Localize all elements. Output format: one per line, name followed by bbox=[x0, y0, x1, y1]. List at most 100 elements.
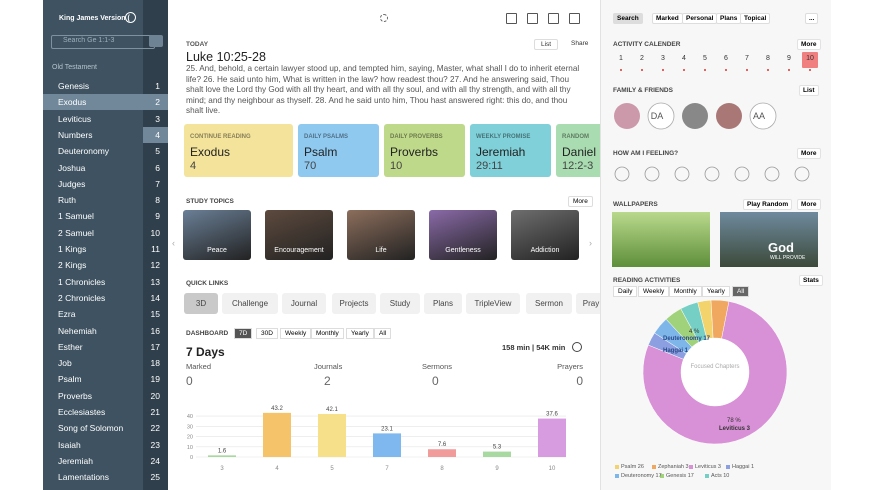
dashboard-tab[interactable]: Weekly bbox=[280, 328, 312, 339]
section-button[interactable]: More bbox=[797, 148, 821, 159]
toolbar-icon[interactable] bbox=[569, 13, 580, 24]
calendar-day[interactable]: 7 bbox=[745, 55, 749, 62]
book-name[interactable]: Ruth bbox=[58, 195, 76, 206]
calendar-day[interactable]: 1 bbox=[619, 55, 623, 62]
panel-tab[interactable]: Plans bbox=[716, 13, 742, 24]
quick-link[interactable]: Pray bbox=[576, 293, 600, 314]
chapter-number[interactable]: 22 bbox=[150, 423, 160, 434]
book-name[interactable]: Numbers bbox=[58, 129, 93, 140]
chapter-number[interactable]: 15 bbox=[150, 309, 160, 320]
book-name[interactable]: 2 Kings bbox=[58, 260, 87, 271]
chapter-number[interactable]: 2 bbox=[155, 97, 160, 108]
chapter-number[interactable]: 24 bbox=[150, 455, 160, 466]
chapter-number[interactable]: 4 bbox=[155, 129, 160, 140]
panel-tab[interactable]: ... bbox=[805, 13, 819, 24]
section-button[interactable]: Play Random bbox=[743, 199, 793, 210]
book-name[interactable]: Joshua bbox=[58, 162, 86, 173]
reading-card[interactable]: RANDOM Daniel 12:2-3 bbox=[556, 124, 600, 177]
clock-icon[interactable] bbox=[572, 342, 582, 352]
topic-image[interactable]: Life bbox=[347, 210, 415, 260]
wallpaper[interactable] bbox=[612, 212, 710, 267]
reading-tab[interactable]: Yearly bbox=[702, 286, 730, 297]
quick-link[interactable]: Journal bbox=[282, 293, 326, 314]
calendar-day[interactable]: 2 bbox=[640, 55, 644, 62]
quick-link[interactable]: 3D bbox=[184, 293, 218, 314]
toolbar-icon[interactable] bbox=[527, 13, 538, 24]
book-name[interactable]: 2 Samuel bbox=[58, 227, 94, 238]
chapter-number[interactable]: 12 bbox=[150, 260, 160, 271]
chapter-number[interactable]: 25 bbox=[150, 472, 160, 483]
avatar-initials[interactable]: AA bbox=[752, 111, 765, 121]
chapter-number[interactable]: 19 bbox=[150, 374, 160, 385]
book-name[interactable]: Lamentations bbox=[58, 472, 110, 483]
book-name[interactable]: Ecclesiastes bbox=[58, 407, 106, 417]
book-name[interactable]: Nehemiah bbox=[58, 325, 97, 336]
collapse-button[interactable] bbox=[149, 35, 163, 47]
dashboard-tab[interactable]: 7D bbox=[234, 328, 253, 339]
book-name[interactable]: Job bbox=[58, 358, 72, 369]
topic-image[interactable]: Addiction bbox=[511, 210, 579, 260]
book-name[interactable]: Psalm bbox=[58, 374, 82, 385]
avatar-initials[interactable]: DA bbox=[650, 111, 664, 121]
chapter-number[interactable]: 21 bbox=[150, 407, 160, 417]
reading-card[interactable]: WEEKLY PROMISE Jeremiah 29:11 bbox=[470, 124, 551, 177]
quick-link[interactable]: Sermon bbox=[526, 293, 572, 314]
panel-tab[interactable]: Personal bbox=[682, 13, 718, 24]
book-name[interactable]: Genesis bbox=[58, 81, 90, 91]
chapter-number[interactable]: 20 bbox=[150, 390, 160, 401]
chapter-number[interactable]: 18 bbox=[150, 358, 160, 369]
book-name[interactable]: 1 Chronicles bbox=[58, 276, 106, 287]
dashboard-tab[interactable]: Yearly bbox=[346, 328, 374, 339]
dashboard-tab[interactable]: Monthly bbox=[311, 328, 344, 339]
book-name[interactable]: Isaiah bbox=[58, 439, 81, 450]
book-name[interactable]: 1 Kings bbox=[58, 244, 87, 254]
reading-card[interactable]: DAILY PSALMS Psalm 70 bbox=[298, 124, 379, 177]
calendar-day[interactable]: 10 bbox=[806, 55, 814, 62]
reading-tab[interactable]: Weekly bbox=[638, 286, 670, 297]
calendar-day[interactable]: 8 bbox=[766, 55, 770, 62]
chapter-number[interactable]: 16 bbox=[150, 325, 160, 336]
add-button[interactable] bbox=[125, 12, 136, 23]
book-name[interactable]: Esther bbox=[58, 341, 83, 352]
book-name[interactable]: 2 Chronicles bbox=[58, 292, 106, 303]
chapter-number[interactable]: 7 bbox=[155, 178, 160, 189]
chapter-number[interactable]: 10 bbox=[150, 227, 160, 238]
quick-link[interactable]: Challenge bbox=[222, 293, 278, 314]
chapter-number[interactable]: 23 bbox=[150, 439, 160, 450]
chapter-number[interactable]: 17 bbox=[150, 341, 160, 352]
calendar-day[interactable]: 9 bbox=[787, 55, 791, 62]
quick-link[interactable]: Study bbox=[380, 293, 420, 314]
dashboard-tab[interactable]: All bbox=[374, 328, 392, 339]
study-more[interactable]: More bbox=[568, 196, 593, 207]
topic-image[interactable]: Encouragement bbox=[265, 210, 333, 260]
book-name[interactable]: Judges bbox=[58, 178, 86, 189]
topic-image[interactable]: Gentleness bbox=[429, 210, 497, 260]
panel-tab[interactable]: Marked bbox=[652, 13, 683, 24]
wallpaper[interactable]: God WILL PROVIDE bbox=[720, 212, 818, 267]
list-button[interactable]: List bbox=[534, 39, 559, 50]
chapter-number[interactable]: 6 bbox=[155, 162, 160, 173]
dashboard-tab[interactable]: 30D bbox=[256, 328, 278, 339]
chapter-number[interactable]: 13 bbox=[150, 276, 160, 287]
toolbar-icon[interactable] bbox=[506, 13, 517, 24]
quick-link[interactable]: TripleView bbox=[466, 293, 520, 314]
version-selector[interactable]: King James Version ( bbox=[59, 15, 130, 22]
section-button[interactable]: More bbox=[797, 39, 821, 50]
reading-tab[interactable]: Monthly bbox=[669, 286, 702, 297]
chapter-number[interactable]: 5 bbox=[155, 146, 160, 157]
reading-tab[interactable]: Daily bbox=[613, 286, 638, 297]
chapter-number[interactable]: 3 bbox=[155, 113, 160, 124]
chapter-number[interactable]: 9 bbox=[155, 211, 160, 222]
calendar-day[interactable]: 5 bbox=[703, 55, 707, 62]
toolbar-icon[interactable] bbox=[548, 13, 559, 24]
reading-card[interactable]: DAILY PROVERBS Proverbs 10 bbox=[384, 124, 465, 177]
quick-link[interactable]: Projects bbox=[332, 293, 376, 314]
reading-card[interactable]: CONTINUE READING Exodus 4 bbox=[184, 124, 293, 177]
book-name[interactable]: Leviticus bbox=[58, 113, 92, 124]
book-name[interactable]: Jeremiah bbox=[58, 455, 93, 466]
quick-link[interactable]: Plans bbox=[424, 293, 462, 314]
chapter-number[interactable]: 11 bbox=[151, 244, 160, 254]
panel-tab[interactable]: Topical bbox=[740, 13, 771, 24]
section-button[interactable]: Stats bbox=[799, 275, 823, 286]
book-name[interactable]: Proverbs bbox=[58, 390, 93, 401]
